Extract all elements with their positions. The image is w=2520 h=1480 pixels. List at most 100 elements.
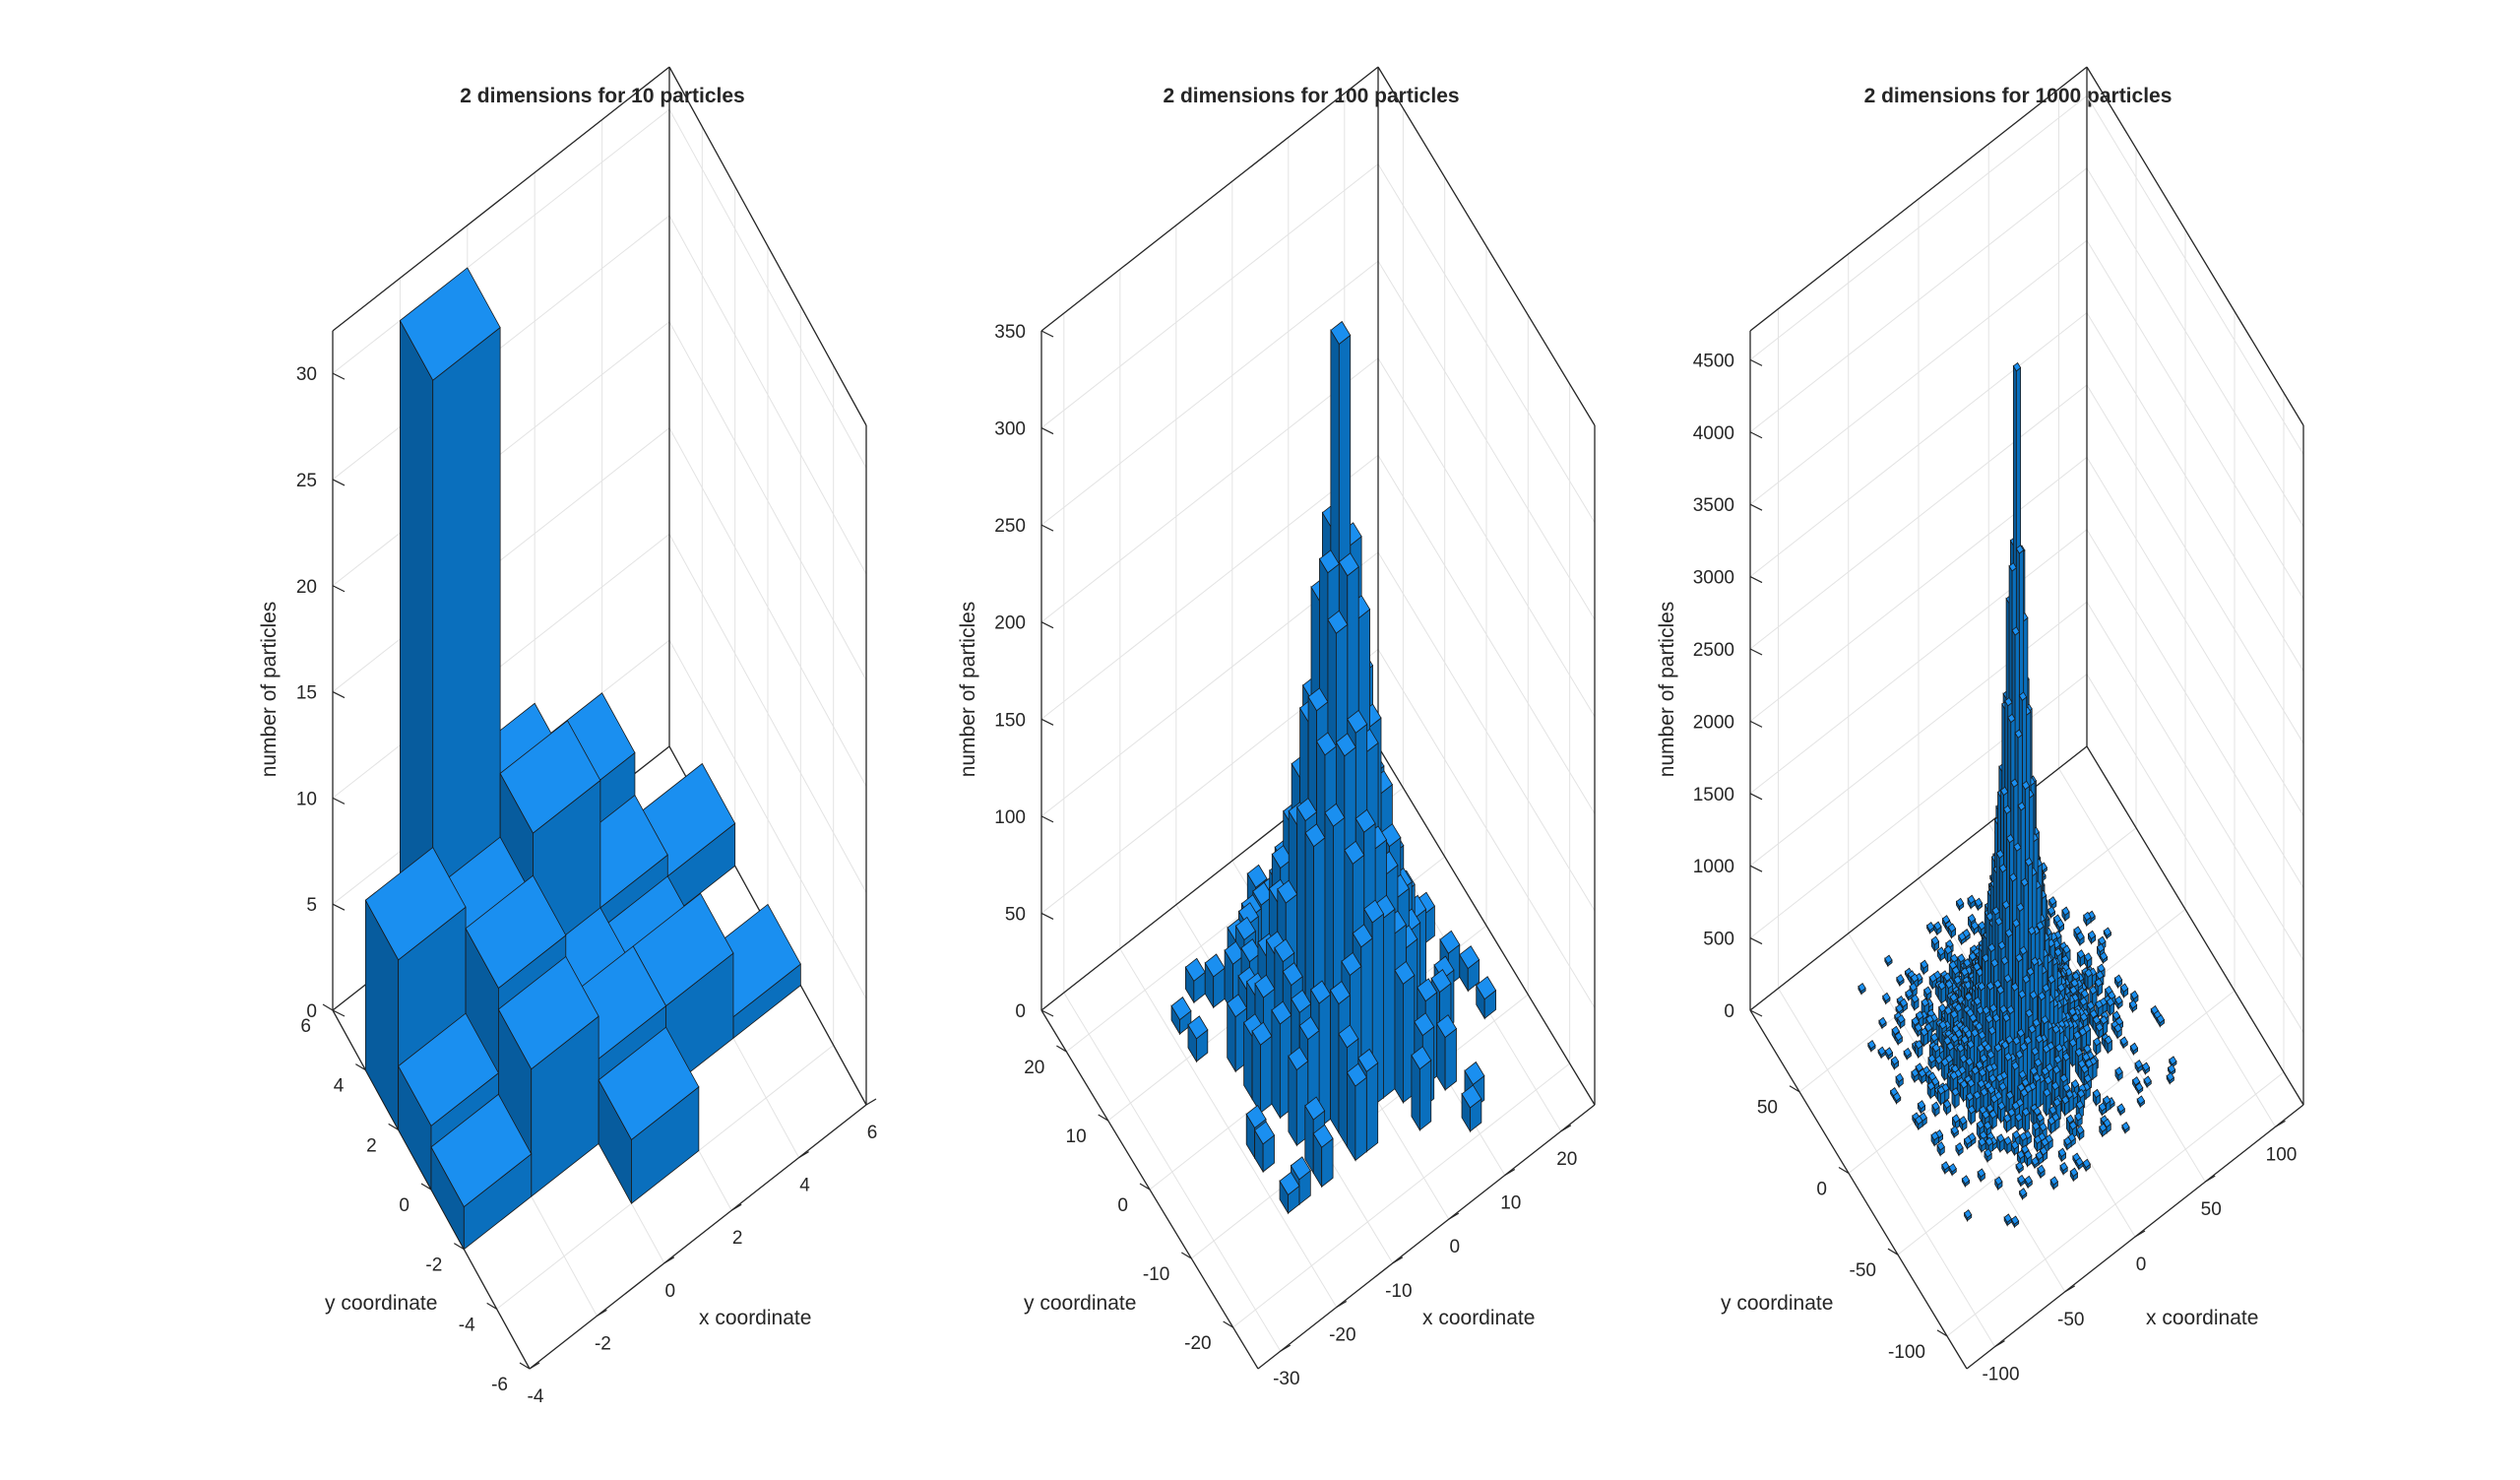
ticks: 0 5 10 15 20 25 30 -6 -4 -2 0 2 4 6 -4 -2 0 2 4 6 [296, 364, 877, 1407]
tick-label-y: 10 [1066, 1126, 1087, 1147]
bar [2106, 997, 2115, 1017]
bar-top [1930, 935, 1940, 945]
bar-top [1304, 1096, 1326, 1121]
tick-label-z: 500 [1703, 930, 1734, 950]
bar-top [1184, 957, 1206, 982]
title-100: 2 dimensions for 100 particles [1163, 85, 1459, 107]
bar [2083, 911, 2092, 928]
tick-label-z: 1500 [1693, 785, 1734, 805]
bar [2003, 1113, 2012, 1134]
tick-x [2275, 1120, 2286, 1127]
bar-face [1354, 1076, 1367, 1162]
ylabel-100: y coordinate [1024, 1292, 1136, 1315]
tick-label-y: -100 [1888, 1342, 1925, 1363]
bar-top [598, 1026, 700, 1141]
bar-top [1282, 962, 1303, 987]
bars [1858, 361, 2177, 1229]
tick-x [1994, 1340, 2005, 1348]
bar-top [1974, 897, 1984, 908]
bar-top [1271, 845, 1292, 869]
bar-face [1330, 989, 1340, 1134]
bar [2024, 1150, 2033, 1168]
bar-top [1271, 1000, 1292, 1025]
tick-x [529, 1362, 540, 1370]
bar [1476, 976, 1497, 1020]
tick-label-z: 3000 [1693, 568, 1734, 589]
bar-top [1411, 1046, 1432, 1070]
bar-top [2080, 989, 2090, 998]
tick-z [1040, 427, 1054, 435]
bar-top [1944, 944, 1953, 955]
bar [1942, 1099, 1952, 1117]
bar-top [1439, 930, 1461, 954]
bar-top [1394, 960, 1416, 985]
panel-1000-particles: 2 dimensions for 1000 particles number o… [1656, 66, 2304, 1385]
bar-top [2114, 996, 2123, 1005]
bar-top [1933, 921, 1942, 932]
tick-y [454, 1243, 465, 1251]
bar-top [1414, 1012, 1435, 1037]
bar-top [2084, 952, 2093, 962]
tick-y [1098, 1114, 1109, 1122]
bar-top [2106, 997, 2115, 1007]
bar [2084, 952, 2093, 970]
bar-top [1947, 923, 1957, 933]
frame-edge [332, 66, 670, 332]
bar-face [2036, 1077, 2042, 1111]
bar-top [1352, 924, 1373, 948]
tick-label-x: 10 [1500, 1192, 1521, 1213]
tick-z [332, 372, 346, 380]
zlabel-100: number of particles [957, 602, 979, 778]
bar-top [364, 846, 467, 961]
frame-edge [1749, 1009, 1968, 1370]
bar-face [1383, 908, 1396, 1099]
bar-top [1920, 959, 1928, 970]
bar [2021, 1107, 2031, 1134]
bar-top [1354, 808, 1376, 833]
title-10: 2 dimensions for 10 particles [460, 85, 744, 107]
tick-x [1504, 1168, 1516, 1176]
bar [1858, 982, 1866, 996]
zlabel-1000: number of particles [1656, 602, 1678, 778]
ticks: 050010001500200025003000350040004500-100… [1693, 351, 2298, 1384]
bar [1312, 1124, 1334, 1189]
bar-top [2096, 942, 2106, 953]
bar-top [1936, 946, 1946, 956]
plot-area-100: 050100150200250300350-20-1001020-30-20-1… [994, 66, 1596, 1389]
tick-z [1040, 912, 1054, 920]
bar [1930, 935, 1940, 953]
tick-label-z: 200 [994, 613, 1026, 634]
bar [1931, 1101, 1940, 1119]
tick-label-x: 100 [2266, 1144, 2298, 1165]
tick-label-z: 15 [296, 683, 317, 704]
bar-top [2055, 919, 2065, 929]
bar [2061, 906, 2070, 923]
bar-top [1884, 954, 1893, 965]
bar-top [1277, 879, 1298, 904]
tick-x [2064, 1285, 2076, 1293]
bar [1436, 1014, 1458, 1092]
bar-top [2119, 983, 2129, 993]
bar-top [1254, 1121, 1276, 1145]
tick-label-z: 100 [994, 807, 1026, 828]
tick-label-z: 50 [1005, 904, 1026, 925]
tick-z [1749, 793, 1763, 801]
bar-top [1307, 687, 1329, 712]
tick-label-x: -2 [595, 1333, 611, 1354]
bar-top [1967, 913, 1977, 924]
bar [1867, 1040, 1876, 1053]
bar-face [1418, 1059, 1432, 1131]
axes-frame [1040, 66, 1596, 1370]
bar [1890, 1056, 1900, 1071]
tick-label-y: -50 [1850, 1260, 1876, 1281]
bar [2129, 1042, 2139, 1057]
tick-z [1040, 524, 1054, 532]
grid-z [1749, 167, 2304, 528]
frame-edge [529, 1104, 867, 1370]
bar [1933, 921, 1942, 936]
tick-x [1392, 1256, 1404, 1264]
frame-edge [2086, 745, 2304, 1106]
bar-top [1290, 1156, 1311, 1181]
tick-x [1560, 1125, 1572, 1132]
